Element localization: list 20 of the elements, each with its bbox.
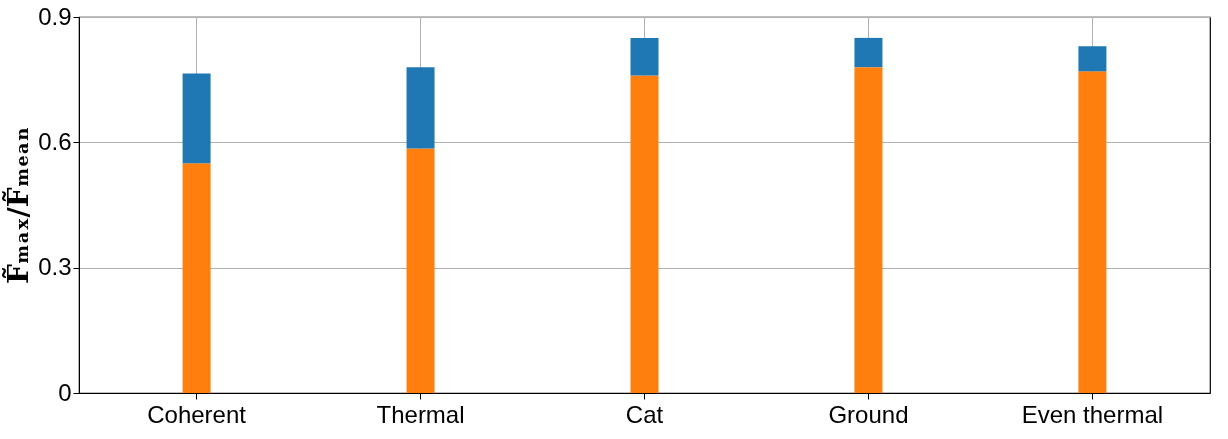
x-tick-label: Ground <box>828 400 909 428</box>
bar <box>406 148 435 393</box>
bar <box>630 75 659 393</box>
y-tick-label: 0.9 <box>38 2 72 30</box>
x-tick-label: Coherent <box>147 400 247 428</box>
bar <box>182 73 211 164</box>
x-tick-label: Cat <box>625 400 664 428</box>
y-axis-title: F̃ₘₐₓ/F̃ₘₑₐₙ <box>2 126 36 285</box>
bar <box>182 163 211 393</box>
x-tick-label: Thermal <box>376 400 465 428</box>
y-tick-label: 0 <box>58 378 72 406</box>
y-tick-label: 0.6 <box>38 127 72 155</box>
bar <box>854 37 883 68</box>
y-tick-label: 0.3 <box>38 253 72 281</box>
bar <box>406 67 435 149</box>
bar <box>1078 71 1107 393</box>
bar <box>854 67 883 393</box>
x-tick-label: Even thermal <box>1021 400 1164 428</box>
bar <box>630 37 659 76</box>
bar <box>1078 46 1107 72</box>
